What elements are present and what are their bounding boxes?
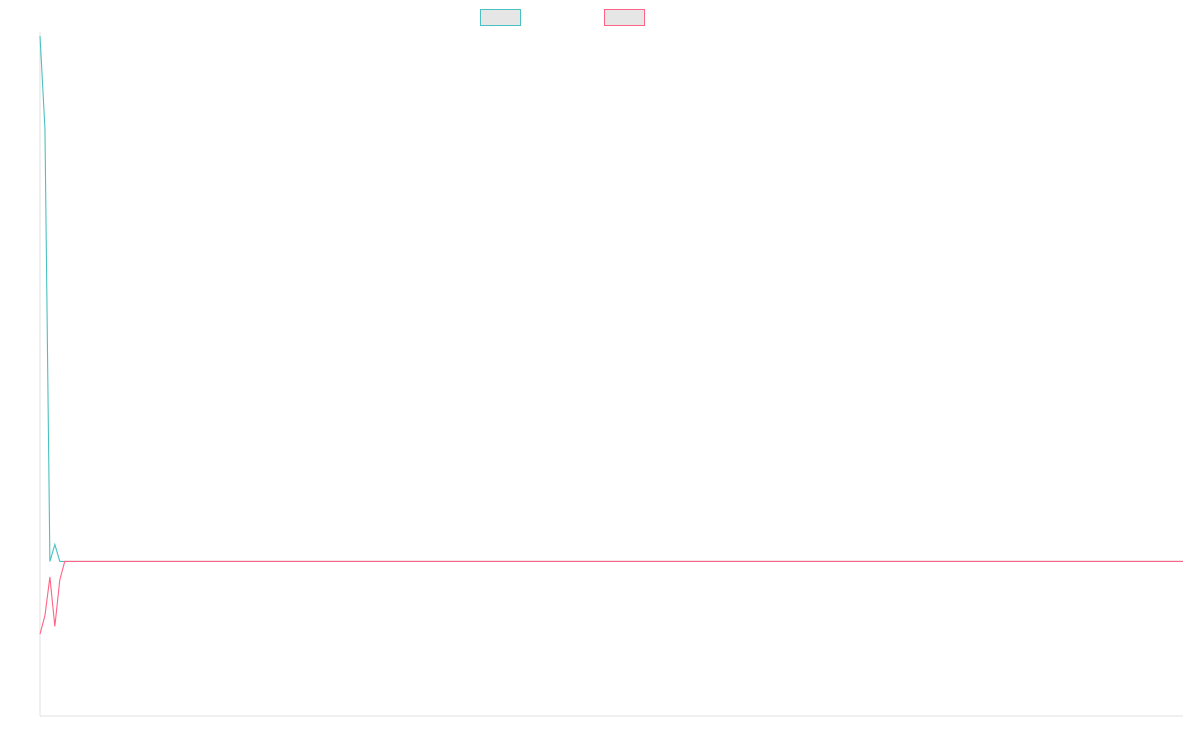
series-1-line: [39, 35, 1183, 562]
legend: [480, 9, 645, 26]
axes: [39, 32, 1183, 717]
series-2-line: [39, 560, 1183, 635]
legend-swatch-2[interactable]: [604, 9, 645, 26]
legend-swatch-1[interactable]: [480, 9, 521, 26]
series-layer: [39, 35, 1183, 635]
